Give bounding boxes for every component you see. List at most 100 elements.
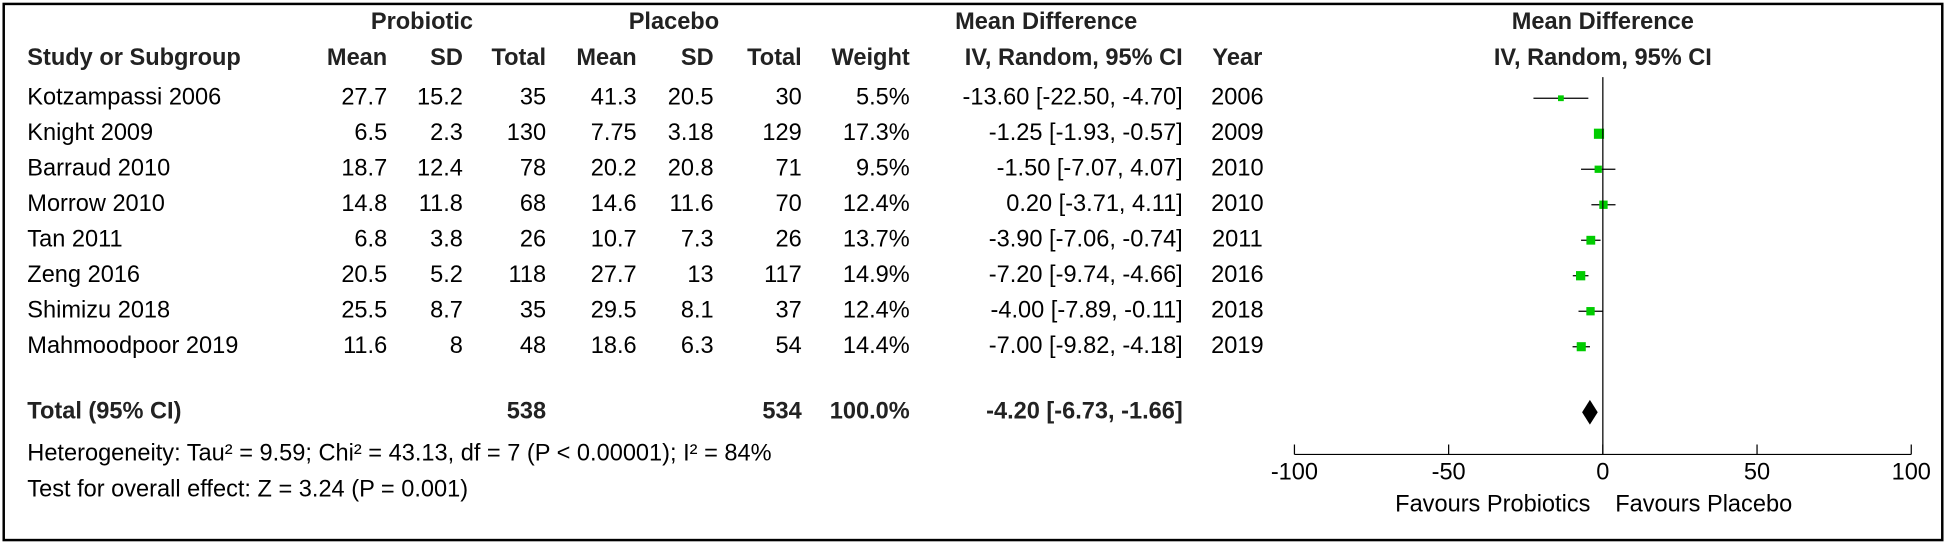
probiotic-cell: 27.7	[341, 83, 387, 109]
favours-right: Favours Placebo	[1615, 491, 1792, 517]
probiotic-cell: 11.6	[343, 332, 387, 358]
placebo-cell: 26	[775, 225, 801, 251]
probiotic-cell: 12.4	[417, 154, 463, 180]
column-header: IV, Random, 95% CI	[1494, 44, 1712, 70]
year: 2009	[1211, 119, 1263, 145]
weight: 13.7%	[843, 225, 910, 251]
heterogeneity: Heterogeneity: Tau² = 9.59; Chi² = 43.13…	[27, 440, 771, 466]
placebo-cell: 37	[775, 296, 801, 322]
study-name: Shimizu 2018	[27, 296, 170, 322]
placebo-cell: 71	[775, 154, 801, 180]
study-name: Tan 2011	[27, 225, 122, 251]
year: 2018	[1211, 296, 1263, 322]
effect-square	[1586, 307, 1595, 316]
mean-difference: -1.25 [-1.93, -0.57]	[989, 119, 1183, 145]
column-header: Mean	[576, 44, 636, 70]
probiotic-cell: 8.7	[430, 296, 463, 322]
effect-square	[1558, 95, 1564, 102]
mean-difference: -3.90 [-7.06, -0.74]	[989, 225, 1183, 251]
placebo-cell: 11.6	[669, 190, 713, 216]
study-name: Kotzampassi 2006	[27, 83, 221, 109]
probiotic-cell: 6.5	[354, 119, 387, 145]
placebo-cell: 30	[775, 83, 801, 109]
probiotic-cell: 35	[520, 83, 546, 109]
placebo-cell: 41.3	[591, 83, 637, 109]
mean-difference: -7.00 [-9.82, -4.18]	[989, 332, 1183, 358]
effect-square	[1594, 165, 1602, 173]
year: 2010	[1211, 190, 1263, 216]
probiotic-cell: 2.3	[430, 119, 463, 145]
placebo-cell: 8.1	[681, 296, 714, 322]
weight: 5.5%	[856, 83, 910, 109]
probiotic-cell: 3.8	[430, 225, 463, 251]
column-header: IV, Random, 95% CI	[965, 44, 1183, 70]
x-tick-label: -50	[1432, 458, 1466, 484]
year: 2016	[1211, 261, 1263, 287]
placebo-cell: 20.2	[591, 154, 637, 180]
placebo-cell: 3.18	[668, 119, 714, 145]
year: 2006	[1211, 83, 1263, 109]
total-label: Total (95% CI)	[27, 397, 181, 423]
group-header: Probiotic	[371, 8, 473, 34]
group-header: Placebo	[629, 8, 719, 34]
probiotic-cell: 14.8	[341, 190, 387, 216]
total-md: -4.20 [-6.73, -1.66]	[986, 397, 1183, 423]
probiotic-cell: 130	[507, 119, 546, 145]
placebo-cell: 27.7	[591, 261, 637, 287]
probiotic-cell: 18.7	[341, 154, 387, 180]
mean-difference: -4.00 [-7.89, -0.11]	[991, 296, 1183, 322]
probiotic-cell: 48	[520, 332, 546, 358]
study-name: Zeng 2016	[27, 261, 140, 287]
placebo-cell: 20.8	[668, 154, 714, 180]
mean-difference: 0.20 [-3.71, 4.11]	[1006, 190, 1183, 216]
year: 2019	[1211, 332, 1263, 358]
placebo-cell: 13	[687, 261, 713, 287]
year: 2010	[1211, 154, 1263, 180]
total-n: 538	[507, 397, 546, 423]
column-header: Total	[491, 44, 546, 70]
group-header: Mean Difference	[955, 8, 1137, 34]
column-header: Mean	[327, 44, 387, 70]
study-name: Barraud 2010	[27, 154, 170, 180]
probiotic-cell: 8	[450, 332, 463, 358]
effect-square	[1593, 128, 1605, 139]
column-header: Study or Subgroup	[27, 44, 241, 70]
probiotic-cell: 11.8	[419, 190, 463, 216]
placebo-cell: 7.3	[681, 225, 714, 251]
weight: 14.4%	[843, 332, 910, 358]
effect-square	[1576, 342, 1586, 352]
group-header: Mean Difference	[1512, 8, 1694, 34]
study-name: Morrow 2010	[27, 190, 165, 216]
effect-square	[1576, 271, 1586, 281]
probiotic-cell: 26	[520, 225, 546, 251]
column-header: Total	[747, 44, 802, 70]
probiotic-cell: 25.5	[341, 296, 387, 322]
year: 2011	[1212, 225, 1263, 251]
effect-square	[1586, 235, 1596, 245]
probiotic-cell: 78	[520, 154, 546, 180]
weight: 9.5%	[856, 154, 910, 180]
column-header: Weight	[832, 44, 910, 70]
placebo-cell: 18.6	[591, 332, 637, 358]
placebo-cell: 6.3	[681, 332, 714, 358]
probiotic-cell: 6.8	[354, 225, 387, 251]
mean-difference: -1.50 [-7.07, 4.07]	[997, 154, 1183, 180]
probiotic-cell: 15.2	[417, 83, 463, 109]
weight: 12.4%	[843, 190, 910, 216]
x-tick-label: 100	[1892, 458, 1931, 484]
probiotic-cell: 118	[508, 261, 546, 287]
placebo-cell: 129	[762, 119, 801, 145]
study-name: Knight 2009	[27, 119, 153, 145]
total-weight: 100.0%	[830, 397, 910, 423]
probiotic-cell: 35	[520, 296, 546, 322]
placebo-cell: 20.5	[668, 83, 714, 109]
column-header: Year	[1212, 44, 1262, 70]
total-diamond	[1582, 399, 1598, 425]
weight: 12.4%	[843, 296, 910, 322]
x-tick-label: 50	[1744, 458, 1770, 484]
favours-left: Favours Probiotics	[1395, 491, 1590, 517]
probiotic-cell: 20.5	[341, 261, 387, 287]
study-name: Mahmoodpoor 2019	[27, 332, 238, 358]
